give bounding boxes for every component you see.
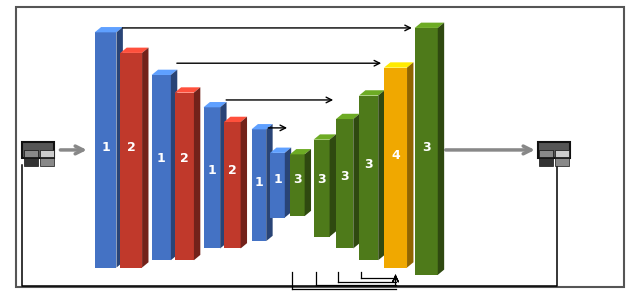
Bar (555, 158, 569, 166)
Polygon shape (220, 102, 227, 248)
Polygon shape (270, 148, 291, 153)
Text: 3: 3 (317, 173, 326, 186)
Bar (314, 140, 330, 237)
Text: 1: 1 (101, 141, 110, 153)
Bar (224, 122, 241, 248)
Polygon shape (305, 149, 311, 216)
Polygon shape (438, 23, 444, 275)
Text: 2: 2 (127, 141, 136, 153)
Bar (415, 28, 438, 275)
Polygon shape (95, 27, 123, 32)
Polygon shape (359, 90, 385, 96)
Polygon shape (384, 62, 413, 68)
Bar (270, 153, 285, 218)
Text: 1: 1 (255, 176, 263, 189)
Polygon shape (224, 117, 247, 122)
Polygon shape (290, 149, 311, 154)
Text: 4: 4 (391, 149, 400, 162)
Polygon shape (204, 102, 227, 107)
Bar (24, 158, 38, 166)
Bar (204, 107, 220, 248)
Polygon shape (266, 124, 273, 241)
Text: 2: 2 (180, 152, 189, 165)
Polygon shape (330, 134, 336, 237)
Bar (336, 119, 353, 248)
Polygon shape (152, 70, 177, 75)
Bar (175, 93, 194, 260)
Text: 1: 1 (273, 173, 282, 186)
Bar (24, 150, 38, 158)
Polygon shape (353, 114, 360, 248)
Bar (555, 150, 569, 158)
Polygon shape (175, 87, 200, 93)
Bar (40, 150, 54, 158)
Text: 3: 3 (293, 173, 301, 186)
Polygon shape (171, 70, 177, 260)
Bar (290, 154, 305, 216)
Polygon shape (116, 27, 123, 268)
Polygon shape (407, 62, 413, 268)
Bar (152, 75, 171, 260)
Polygon shape (194, 87, 200, 260)
Text: 3: 3 (364, 158, 373, 171)
Bar (539, 158, 553, 166)
Polygon shape (336, 114, 360, 119)
Polygon shape (120, 48, 148, 53)
Text: 2: 2 (228, 164, 237, 177)
Polygon shape (314, 134, 336, 140)
Bar (22, 142, 54, 158)
Bar (40, 158, 54, 166)
Text: 3: 3 (422, 141, 431, 153)
Polygon shape (252, 124, 273, 129)
Polygon shape (241, 117, 247, 248)
Bar (252, 129, 266, 241)
Bar (120, 53, 142, 268)
Polygon shape (142, 48, 148, 268)
Polygon shape (285, 148, 291, 218)
Polygon shape (415, 23, 444, 28)
Text: 1: 1 (207, 164, 216, 177)
Bar (95, 32, 116, 268)
Bar (384, 68, 407, 268)
Text: 3: 3 (340, 170, 349, 183)
Bar (359, 96, 378, 260)
Bar (539, 150, 553, 158)
Polygon shape (378, 90, 385, 260)
Bar (538, 142, 570, 158)
Text: 1: 1 (157, 152, 166, 165)
